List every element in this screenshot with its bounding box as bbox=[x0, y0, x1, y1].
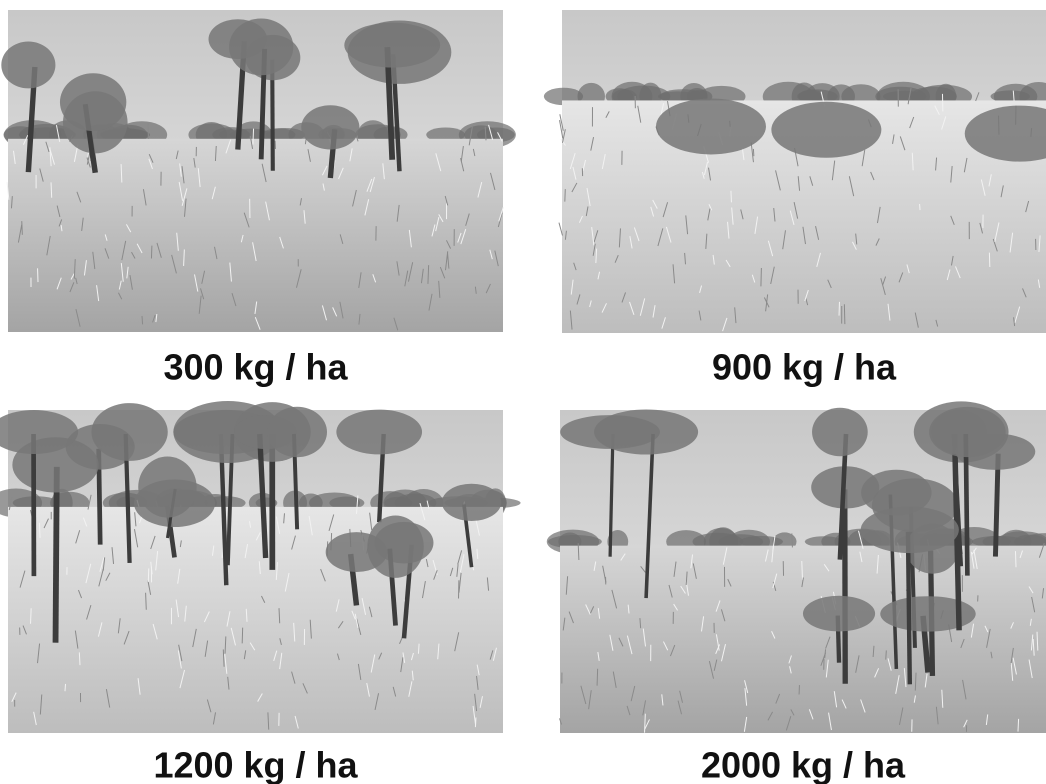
tree-canopy bbox=[812, 408, 868, 457]
tree-canopy bbox=[301, 105, 359, 149]
grass bbox=[1015, 551, 1016, 567]
grass bbox=[146, 593, 147, 610]
grass bbox=[31, 608, 32, 623]
tree-canopy bbox=[336, 410, 422, 455]
grass bbox=[1018, 719, 1019, 732]
grass bbox=[886, 650, 887, 659]
grass bbox=[731, 191, 732, 203]
grass bbox=[142, 316, 143, 324]
tree-canopy bbox=[1, 42, 55, 89]
grass bbox=[428, 265, 429, 284]
tree-trunk bbox=[908, 532, 910, 684]
grass bbox=[559, 223, 563, 236]
photo bbox=[544, 10, 1046, 333]
grass bbox=[279, 608, 280, 623]
ground bbox=[560, 546, 1046, 733]
tree-canopy bbox=[229, 19, 293, 76]
photo bbox=[0, 401, 521, 733]
tree-canopy bbox=[267, 407, 327, 457]
caption: 900 kg / ha bbox=[712, 347, 897, 388]
photo bbox=[1, 10, 516, 332]
grass bbox=[65, 684, 66, 691]
grass bbox=[51, 182, 52, 197]
grass bbox=[844, 304, 845, 324]
caption: 2000 kg / ha bbox=[701, 745, 906, 784]
grass bbox=[39, 523, 40, 538]
tree-canopy bbox=[771, 102, 881, 158]
tree-canopy bbox=[344, 23, 440, 68]
grass bbox=[79, 652, 80, 665]
tree-canopy bbox=[929, 407, 1006, 457]
caption: 300 kg / ha bbox=[163, 347, 348, 388]
tree-canopy bbox=[861, 507, 959, 553]
tree-canopy bbox=[442, 484, 501, 521]
tree-canopy bbox=[91, 403, 167, 461]
grass bbox=[597, 669, 598, 686]
grass bbox=[253, 129, 254, 145]
figure: 300 kg / ha 900 kg / ha 1200 kg / ha 2000 k… bbox=[0, 0, 1046, 784]
tree-canopy bbox=[656, 98, 766, 154]
caption: 1200 kg / ha bbox=[153, 745, 358, 784]
page: 300 kg / ha 900 kg / ha 1200 kg / ha 2000 k… bbox=[0, 0, 1046, 784]
tree-canopy bbox=[803, 596, 875, 632]
tree-canopy bbox=[367, 516, 423, 578]
grass bbox=[792, 533, 793, 547]
grass bbox=[22, 221, 23, 235]
tree-canopy bbox=[138, 457, 196, 518]
tree-trunk bbox=[56, 467, 57, 643]
grass bbox=[418, 644, 419, 654]
ground bbox=[8, 139, 503, 332]
tree-canopy bbox=[60, 73, 126, 131]
photo bbox=[547, 401, 1046, 733]
tree-canopy bbox=[594, 409, 698, 454]
